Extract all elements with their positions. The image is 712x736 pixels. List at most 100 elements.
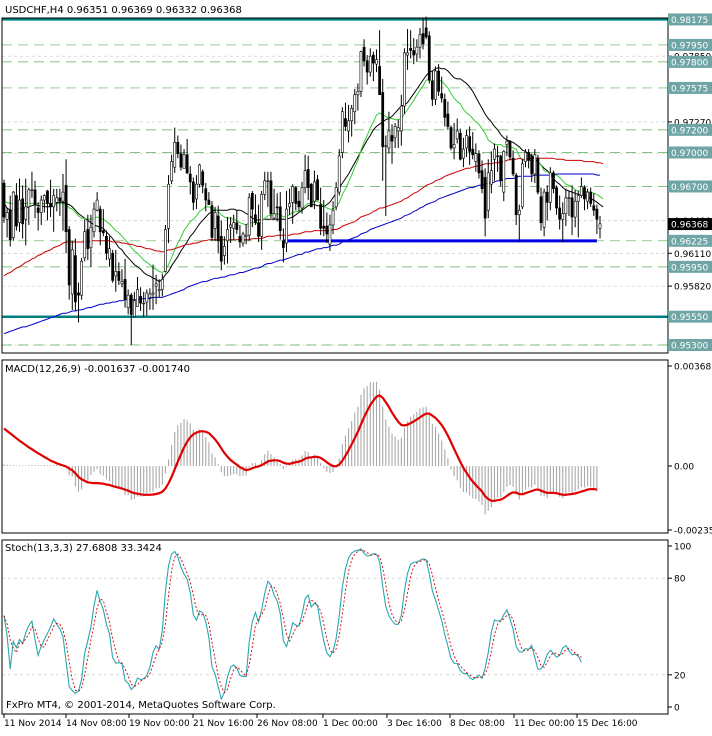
macd-histogram-bar [12, 464, 14, 466]
candle [555, 185, 558, 215]
candle [275, 193, 279, 222]
candle [288, 188, 291, 215]
macd-histogram-bar [81, 466, 83, 490]
macd-histogram-bar [382, 406, 384, 466]
macd-histogram-bar [366, 386, 368, 466]
candle [266, 171, 270, 207]
macd-histogram-bar [528, 466, 530, 488]
candle-body [384, 145, 388, 147]
candle-body [316, 179, 319, 201]
candle [384, 135, 388, 216]
candle-body [542, 191, 546, 228]
candle [42, 194, 46, 213]
candle-body [499, 155, 503, 182]
macd-histogram-bar [214, 457, 216, 466]
candle [437, 64, 440, 96]
candle [362, 39, 366, 67]
macd-histogram-bar [124, 466, 126, 496]
candle-body [545, 191, 549, 203]
level-label: 0.97950 [671, 41, 708, 51]
macd-histogram-bar [428, 414, 430, 466]
candle-body [598, 223, 602, 229]
candle [80, 257, 83, 300]
macd-histogram-bar [434, 426, 437, 466]
candle-body [297, 200, 301, 208]
candle [303, 154, 307, 194]
candle-body [521, 163, 524, 208]
candle-body [378, 66, 381, 96]
macd-histogram-bar [282, 466, 284, 470]
candle [89, 214, 93, 267]
macd-histogram-bar [593, 466, 595, 490]
level-label-box [668, 310, 712, 323]
macd-title: MACD(12,26,9) -0.001637 -0.001740 [5, 364, 190, 375]
macd-histogram-bar [462, 466, 464, 493]
candle [502, 150, 506, 202]
candle-body [123, 279, 127, 301]
candle-body [157, 289, 161, 291]
candle-body [427, 35, 431, 81]
candle-body [325, 225, 329, 235]
macd-histogram-bar [183, 419, 185, 466]
candle [98, 205, 102, 246]
macd-histogram-bar [394, 436, 396, 466]
macd-histogram-bar [397, 439, 399, 466]
candle [278, 192, 282, 240]
macd-histogram-bar [316, 457, 319, 466]
macd-histogram-bar [152, 466, 154, 492]
candle-body [294, 187, 298, 204]
candle-body [27, 189, 31, 208]
candle [74, 238, 77, 312]
macd-histogram-bar [422, 407, 424, 466]
stoch-title: Stoch(13,3,3) 27.6808 33.3424 [5, 543, 162, 554]
macd-layer [3, 381, 598, 515]
candle-body [328, 224, 332, 245]
macd-histogram-bar [208, 442, 210, 466]
macd-histogram-bar [239, 466, 241, 477]
candle [176, 135, 180, 159]
macd-histogram-bar [568, 466, 570, 493]
candle-body [229, 224, 232, 228]
macd-histogram-bar [217, 464, 219, 466]
candle [195, 175, 198, 210]
candle-body [412, 50, 416, 56]
candle-body [46, 190, 49, 204]
candle-body [583, 187, 586, 200]
macd-histogram-bar [509, 466, 511, 486]
macd-histogram-bar [552, 466, 554, 493]
macd-histogram-bar [37, 465, 39, 466]
candle-body [210, 205, 214, 238]
macd-histogram-bar [540, 466, 542, 496]
macd-histogram-bar [497, 466, 499, 498]
candle-body [260, 194, 264, 237]
candle [514, 172, 518, 225]
candle-body [145, 292, 149, 303]
candle-body [309, 183, 313, 208]
macd-histogram-bar [84, 466, 86, 482]
macd-histogram-bar [500, 466, 502, 498]
candle-body [579, 186, 583, 196]
candle-body [406, 52, 409, 56]
candle-body [111, 252, 115, 281]
macd-histogram-bar [130, 466, 132, 500]
macd-histogram-bar [562, 466, 564, 499]
current-price-box [668, 218, 712, 231]
candle-body [8, 209, 12, 240]
candle [589, 187, 593, 207]
candle [151, 264, 155, 310]
candle-body [483, 177, 487, 219]
macd-histogram-bar [40, 465, 42, 466]
macd-histogram-bar [465, 466, 468, 493]
candle [378, 30, 381, 96]
candle [108, 236, 111, 267]
candle [226, 217, 229, 264]
candle-body [462, 148, 465, 159]
candle-body [372, 54, 375, 64]
candle-body [567, 197, 571, 199]
candle [393, 123, 397, 148]
candle [46, 189, 49, 221]
candle-body [139, 296, 142, 304]
candle [465, 129, 468, 158]
